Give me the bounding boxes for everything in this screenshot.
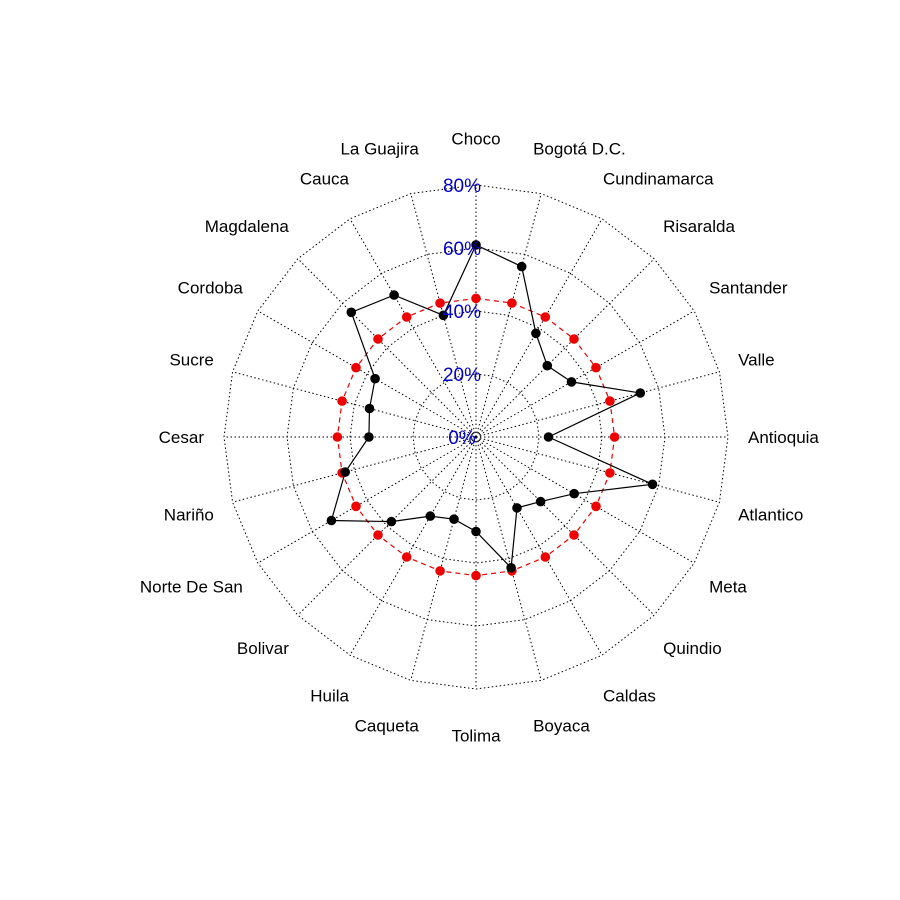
category-label: Tolima (451, 727, 501, 746)
series-2-point (609, 432, 620, 442)
series-1-point (425, 511, 436, 521)
series-1-point (542, 360, 553, 371)
grid-spoke (475, 436, 695, 564)
series-1-point (531, 328, 541, 339)
category-label: Nariño (164, 505, 214, 524)
series-2-point (507, 298, 517, 308)
category-label: Santander (709, 279, 788, 298)
category-label: Cesar (159, 428, 205, 447)
grid-spoke (475, 218, 603, 438)
category-label: Antioquia (748, 428, 819, 447)
series-2-point (569, 530, 579, 540)
series-2-point (591, 501, 601, 512)
radial-tick-label: 20% (443, 365, 481, 386)
category-label: Bolivar (237, 639, 289, 658)
series-2-point (471, 293, 481, 304)
series-1-point (449, 514, 459, 524)
grid-spoke (475, 436, 542, 681)
radial-tick-label: 80% (443, 176, 481, 197)
series-2-point (373, 530, 383, 540)
series-2-point (351, 362, 361, 373)
series-1-point (535, 496, 546, 507)
category-label: Valle (738, 351, 775, 370)
series-2-point (351, 501, 361, 512)
series-1-point (647, 479, 658, 490)
category-label: Atlantico (738, 505, 803, 524)
series-1-point (569, 488, 579, 499)
series-1-point (635, 388, 646, 398)
series-2-point (401, 312, 412, 322)
series-1-point (340, 467, 351, 477)
series-1-point (438, 310, 449, 321)
series-1-point (543, 432, 554, 442)
category-label: Bogotá D.C. (533, 140, 626, 159)
category-label: Meta (709, 577, 747, 596)
grid-ring-20 (412, 373, 540, 501)
series-2-point (401, 552, 412, 562)
series-2-point (435, 298, 445, 308)
series-1-point (326, 515, 337, 526)
grid-spoke (297, 258, 477, 438)
category-label: La Guajira (340, 140, 419, 159)
category-label: Magdalena (205, 217, 290, 236)
category-label: Sucre (169, 351, 213, 370)
series-1-point (506, 563, 516, 573)
radial-tick-label: 60% (443, 239, 481, 260)
series-2-point (569, 334, 579, 344)
series-1-point (471, 240, 481, 250)
category-label: Boyaca (533, 717, 590, 736)
series-2-point (605, 468, 615, 478)
category-label: Risaralda (663, 217, 735, 236)
grid-spoke (257, 436, 477, 564)
series-1-line (330, 244, 655, 570)
series-1-point (364, 432, 374, 442)
category-label: Caqueta (355, 717, 420, 736)
series-2-point (332, 432, 343, 442)
radial-tick-label: 40% (443, 302, 481, 323)
series-2-point (605, 396, 615, 406)
grid-spoke (475, 258, 655, 438)
category-label: Choco (451, 129, 500, 148)
category-label: Norte De San (140, 577, 243, 596)
category-label: Cauca (300, 169, 350, 188)
series-1-point (389, 290, 399, 300)
grid-spoke (475, 436, 720, 503)
series-1-point (364, 403, 375, 414)
grid-spoke (475, 310, 695, 438)
series-2-point (591, 362, 601, 373)
series-2-point (540, 312, 551, 322)
series-2-point (435, 566, 445, 576)
series-2-point (540, 552, 551, 562)
grid-spoke (232, 436, 477, 503)
series-1-point (566, 377, 577, 387)
series-1-point (516, 261, 527, 272)
series-1-point (370, 373, 380, 384)
series-2-point (373, 334, 383, 344)
series-2-point (471, 570, 481, 581)
category-label: Cordoba (178, 279, 244, 298)
category-label: Huila (310, 687, 349, 706)
category-label: Caldas (603, 687, 656, 706)
series-1-point (346, 307, 357, 318)
radial-tick-label: 0% (448, 428, 476, 449)
category-label: Quindio (663, 639, 722, 658)
grid-ring-80 (223, 184, 729, 690)
series-1-point (471, 526, 481, 537)
grid-spoke (410, 436, 477, 681)
category-label: Cundinamarca (603, 169, 714, 188)
series-1-point (386, 516, 397, 527)
series-1-point (512, 503, 522, 513)
series-2-point (337, 396, 347, 406)
